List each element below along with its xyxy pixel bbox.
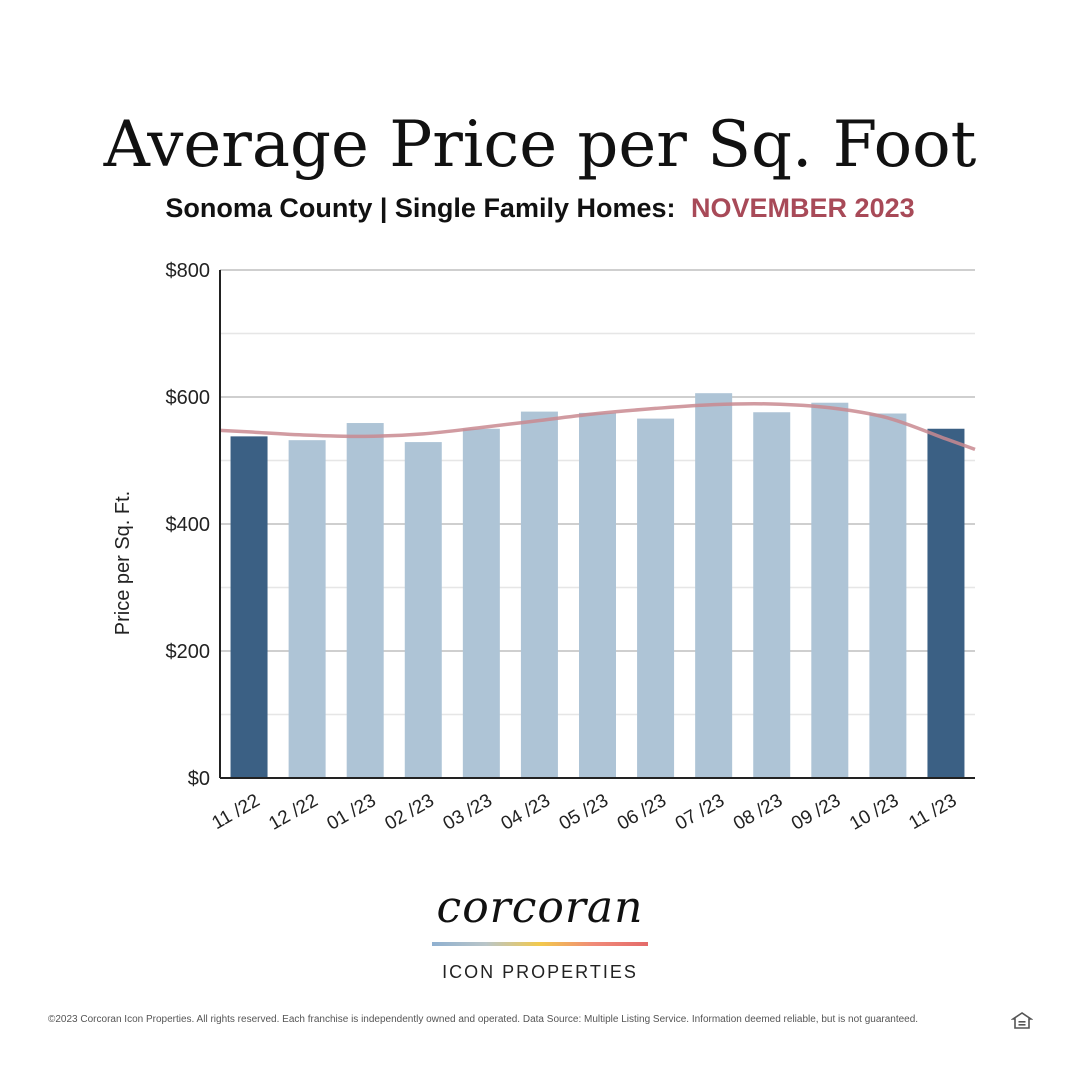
bar-1123	[927, 428, 965, 778]
y-tick-label: $800	[166, 260, 211, 282]
y-tick-label: $600	[166, 387, 211, 409]
bar-0723	[695, 393, 733, 778]
logo-wordmark: corcoran	[436, 882, 644, 933]
bar-0123	[346, 423, 384, 778]
x-tick-label: 07 /23	[672, 790, 728, 835]
footer-disclaimer: ©2023 Corcoran Icon Properties. All righ…	[48, 1014, 919, 1025]
x-tick-label: 12 /22	[265, 790, 321, 835]
subtitle-region: Sonoma County | Single Family Homes:	[165, 193, 676, 223]
bar-0923	[811, 402, 849, 778]
subtitle-period: NOVEMBER 2023	[691, 193, 915, 223]
x-tick-label: 01 /23	[323, 790, 379, 835]
bar-chart: $0 $200 $400 $600 $800 11 /22 12 /22 01 /23 02 …	[112, 260, 976, 835]
y-tick-label: $0	[188, 768, 210, 790]
x-tick-label: 06 /23	[614, 790, 670, 835]
bar-1222	[288, 440, 326, 778]
x-tick-label: 03 /23	[440, 790, 496, 835]
logo-gradient-bar	[432, 942, 648, 946]
x-tick-label: 08 /23	[730, 790, 786, 835]
bar-0423	[520, 411, 558, 778]
y-tick-label: $200	[166, 641, 211, 663]
bar-0223	[404, 442, 442, 778]
trend-line	[219, 402, 976, 452]
x-tick-label: 09 /23	[788, 790, 844, 835]
x-tick-label: 02 /23	[382, 790, 438, 835]
y-axis-label: Price per Sq. Ft.	[112, 491, 134, 636]
x-tick-label: 04 /23	[498, 790, 554, 835]
x-tick-label: 11 /23	[905, 790, 960, 834]
equal-housing-opportunity-icon	[1011, 1012, 1033, 1029]
bar-1122	[230, 436, 268, 778]
y-tick-label: $400	[166, 514, 211, 536]
bar-1023	[869, 413, 907, 778]
x-tick-label: 10 /23	[846, 790, 902, 835]
page-subtitle: Sonoma County | Single Family Homes: NOV…	[0, 190, 1080, 226]
y-tick-labels: $0 $200 $400 $600 $800	[166, 260, 211, 790]
brand-logo: corcoran ICON PROPERTIES	[0, 880, 1080, 983]
bar-0323	[462, 428, 500, 778]
x-tick-label: 11 /22	[209, 790, 264, 834]
page-title: Average Price per Sq. Foot	[103, 108, 977, 182]
axes	[219, 270, 975, 779]
bar-0623	[637, 418, 675, 778]
bar-0523	[579, 412, 616, 778]
x-tick-labels: 11 /22 12 /22 01 /23 02 /23 03 /23 04 /23 05 /…	[209, 790, 961, 835]
bars	[230, 393, 965, 778]
bar-0823	[753, 412, 791, 778]
logo-subtitle: ICON PROPERTIES	[442, 962, 638, 982]
x-tick-label: 05 /23	[556, 790, 612, 835]
